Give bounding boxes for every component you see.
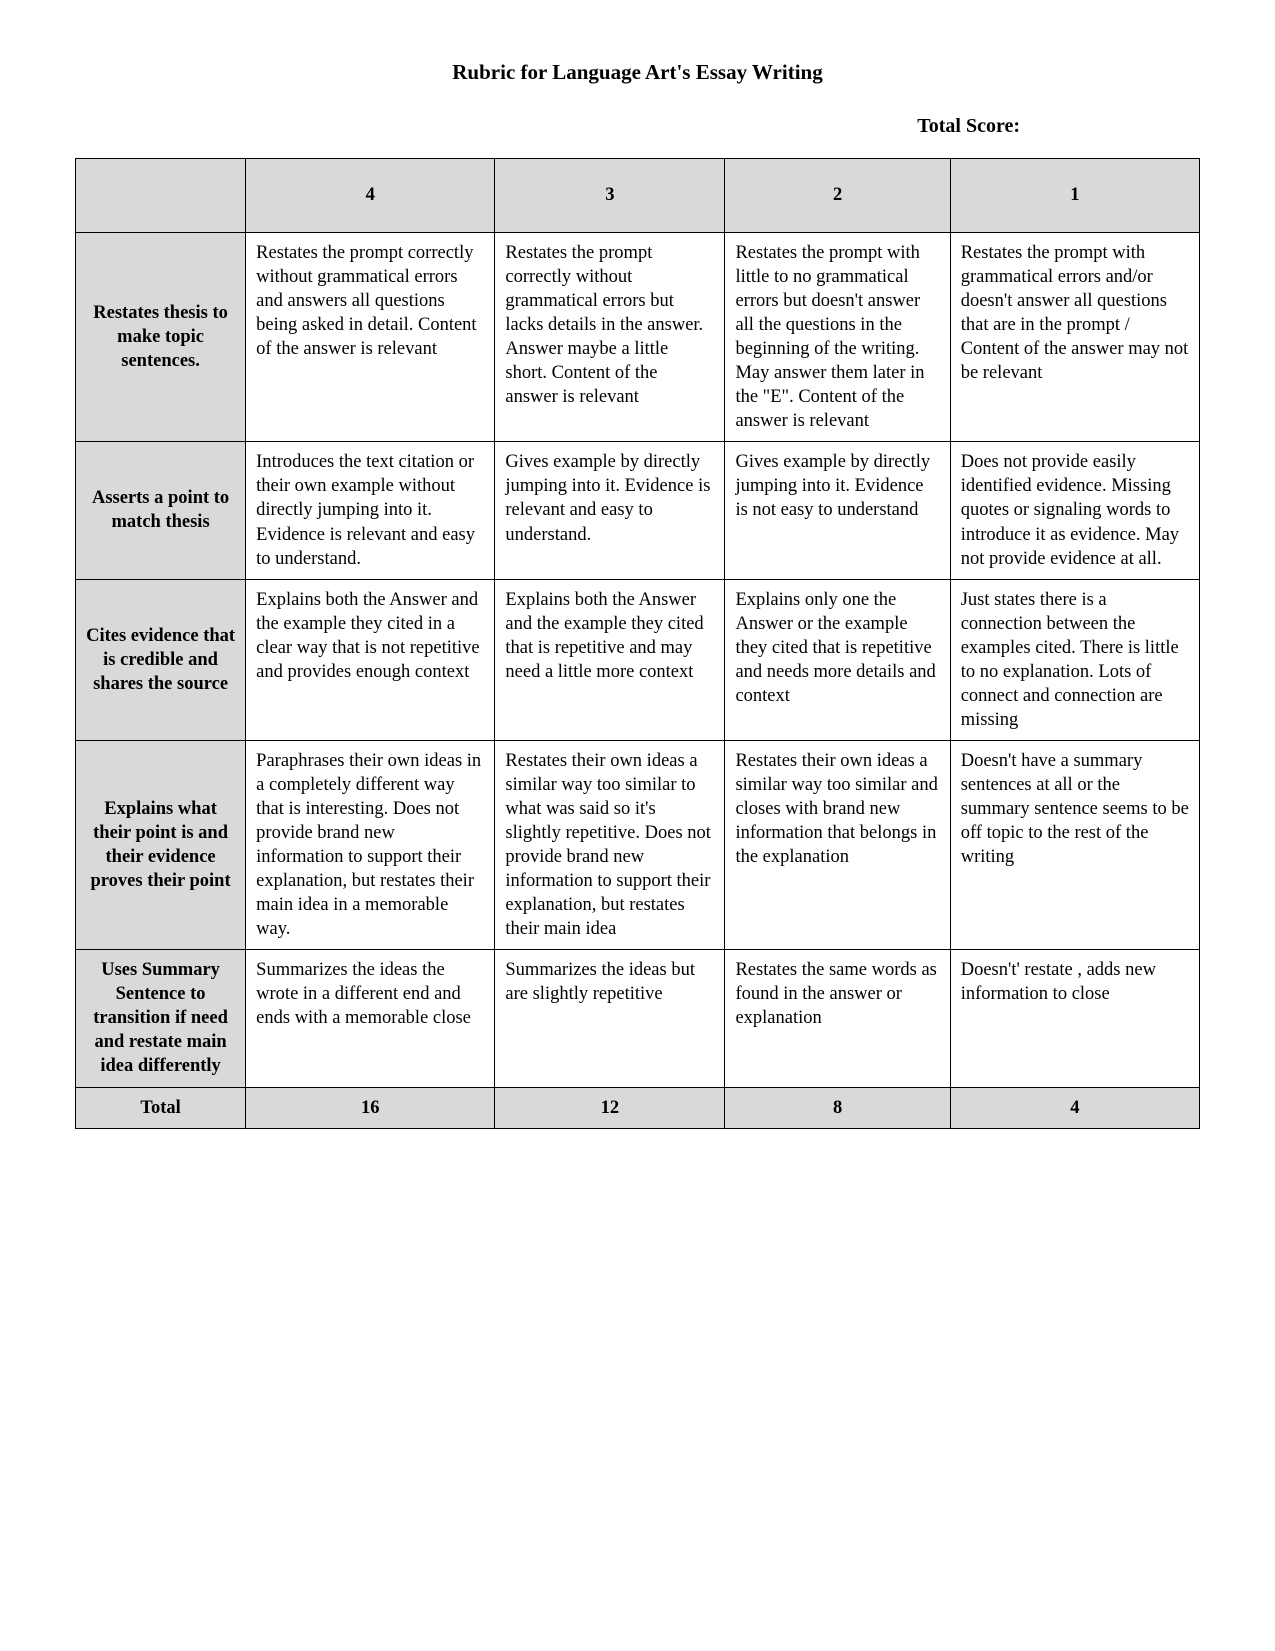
total-cell: 8 xyxy=(725,1087,950,1128)
total-cell: 16 xyxy=(246,1087,495,1128)
table-row: Explains what their point is and their e… xyxy=(76,740,1200,949)
row-label-cites: Cites evidence that is credible and shar… xyxy=(76,579,246,740)
cell: Summarizes the ideas but are slightly re… xyxy=(495,950,725,1087)
cell: Doesn't have a summary sentences at all … xyxy=(950,740,1199,949)
table-row: Cites evidence that is credible and shar… xyxy=(76,579,1200,740)
cell: Gives example by directly jumping into i… xyxy=(495,442,725,579)
cell: Explains only one the Answer or the exam… xyxy=(725,579,950,740)
table-row: Asserts a point to match thesis Introduc… xyxy=(76,442,1200,579)
total-label: Total xyxy=(76,1087,246,1128)
total-cell: 4 xyxy=(950,1087,1199,1128)
cell: Restates the prompt with grammatical err… xyxy=(950,233,1199,442)
cell: Just states there is a connection betwee… xyxy=(950,579,1199,740)
total-row: Total 16 12 8 4 xyxy=(76,1087,1200,1128)
cell: Explains both the Answer and the example… xyxy=(495,579,725,740)
table-row: Uses Summary Sentence to transition if n… xyxy=(76,950,1200,1087)
cell: Restates the prompt correctly without gr… xyxy=(246,233,495,442)
row-label-explains: Explains what their point is and their e… xyxy=(76,740,246,949)
row-label-restates: Restates thesis to make topic sentences. xyxy=(76,233,246,442)
total-cell: 12 xyxy=(495,1087,725,1128)
rubric-table: 4 3 2 1 Restates thesis to make topic se… xyxy=(75,158,1200,1129)
header-col-4: 4 xyxy=(246,159,495,233)
row-label-asserts: Asserts a point to match thesis xyxy=(76,442,246,579)
cell: Restates the prompt with little to no gr… xyxy=(725,233,950,442)
page-title: Rubric for Language Art's Essay Writing xyxy=(75,60,1200,85)
cell: Doesn't' restate , adds new information … xyxy=(950,950,1199,1087)
table-row: Restates thesis to make topic sentences.… xyxy=(76,233,1200,442)
cell: Introduces the text citation or their ow… xyxy=(246,442,495,579)
cell: Restates their own ideas a similar way t… xyxy=(495,740,725,949)
header-col-2: 2 xyxy=(725,159,950,233)
cell: Does not provide easily identified evide… xyxy=(950,442,1199,579)
table-header-row: 4 3 2 1 xyxy=(76,159,1200,233)
header-col-1: 1 xyxy=(950,159,1199,233)
cell: Explains both the Answer and the example… xyxy=(246,579,495,740)
cell: Restates the prompt correctly without gr… xyxy=(495,233,725,442)
cell: Paraphrases their own ideas in a complet… xyxy=(246,740,495,949)
cell: Summarizes the ideas the wrote in a diff… xyxy=(246,950,495,1087)
cell: Restates their own ideas a similar way t… xyxy=(725,740,950,949)
total-score-label: Total Score: xyxy=(75,115,1200,138)
header-blank xyxy=(76,159,246,233)
cell: Gives example by directly jumping into i… xyxy=(725,442,950,579)
row-label-summary: Uses Summary Sentence to transition if n… xyxy=(76,950,246,1087)
cell: Restates the same words as found in the … xyxy=(725,950,950,1087)
header-col-3: 3 xyxy=(495,159,725,233)
